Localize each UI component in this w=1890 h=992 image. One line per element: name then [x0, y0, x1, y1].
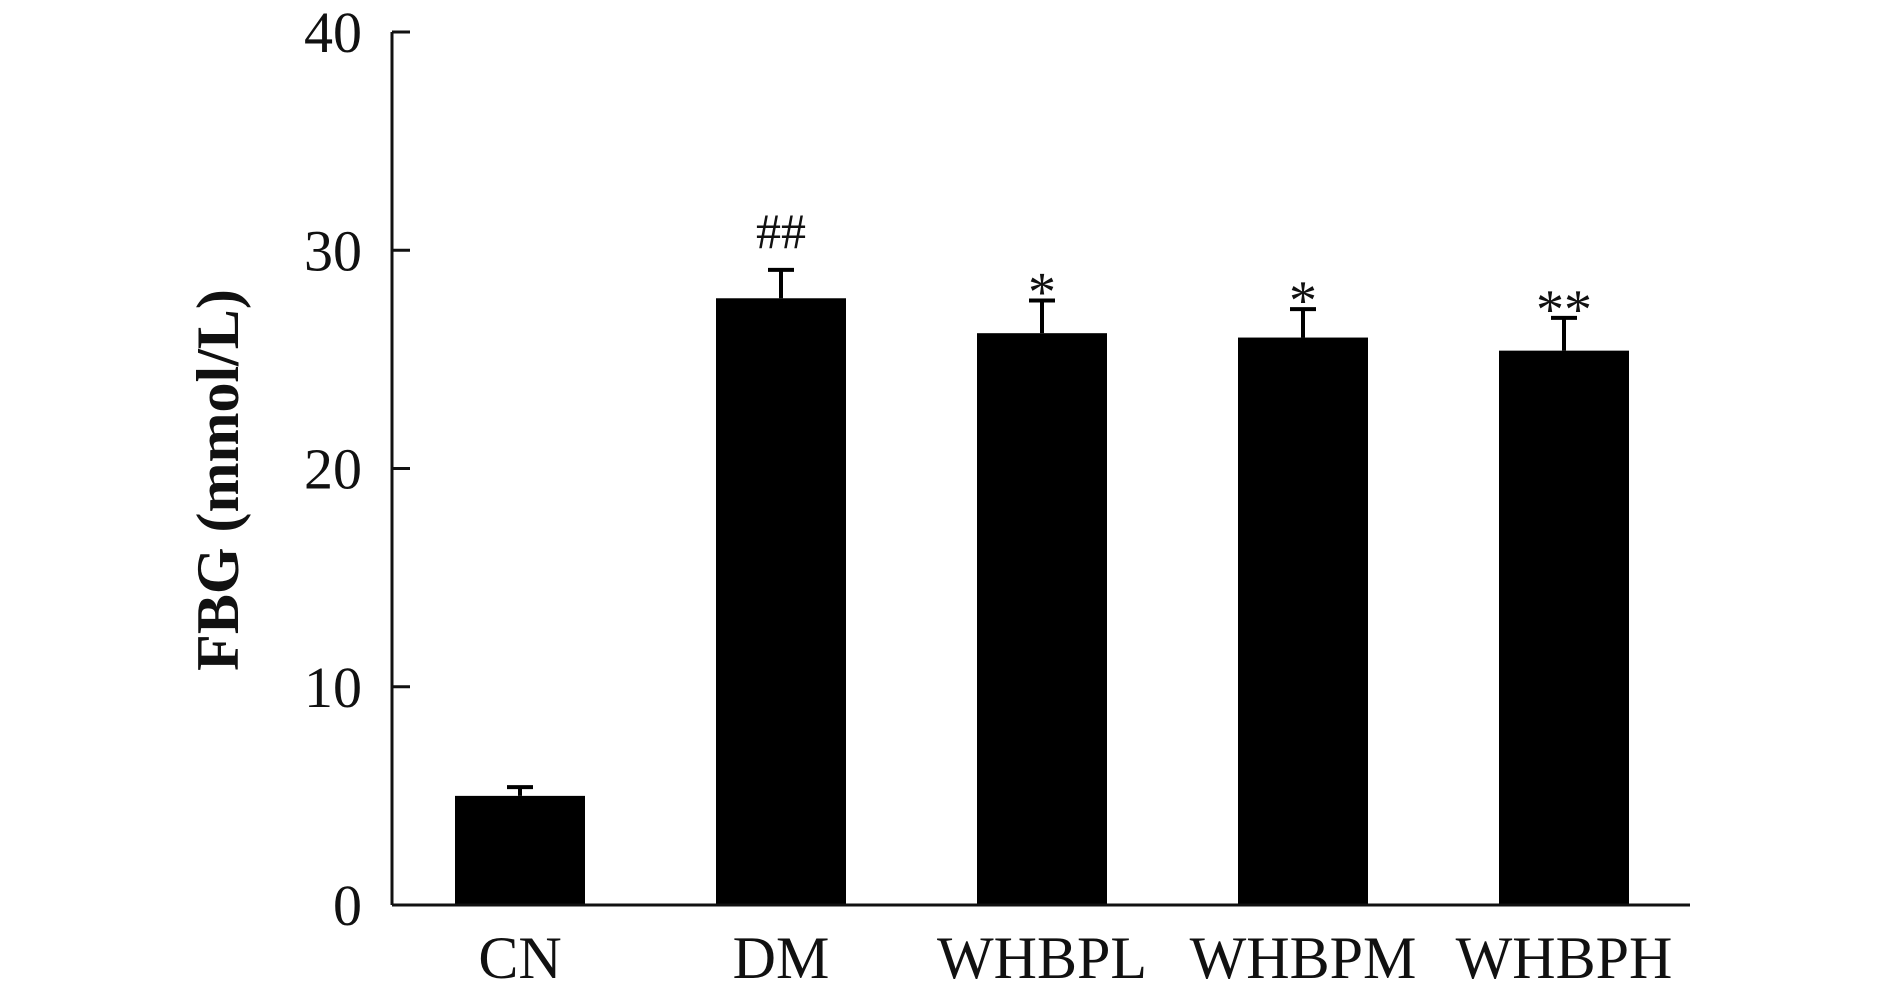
error-bars [507, 267, 1577, 796]
y-axis-ticks: 0 10 20 30 40 [304, 0, 410, 938]
significance-annotation: ** [1536, 279, 1592, 341]
significance-annotations: ##* * ** [756, 203, 1592, 341]
category-label: WHBPH [1456, 925, 1673, 991]
category-label: DM [733, 925, 830, 991]
bar [716, 298, 846, 905]
category-label: WHBPL [937, 925, 1147, 991]
y-tick-label: 20 [304, 437, 362, 502]
category-label: WHBPM [1190, 925, 1417, 991]
y-tick-label: 30 [304, 218, 362, 283]
significance-annotation: * [1028, 261, 1056, 323]
x-axis-categories: CN DM WHBPL WHBPM WHBPH [478, 925, 1672, 991]
y-tick-label: 40 [304, 0, 362, 65]
bar [1238, 337, 1368, 905]
bar [455, 795, 585, 905]
significance-annotation: ## [756, 203, 806, 259]
significance-annotation: * [1289, 270, 1317, 332]
bar [1499, 350, 1629, 905]
y-tick-label: 0 [333, 873, 362, 938]
y-axis-title: FBG (mmol/L) [185, 289, 251, 671]
category-label: CN [478, 925, 561, 991]
bar [977, 333, 1107, 905]
y-tick-label: 10 [304, 655, 362, 720]
bars [455, 298, 1629, 905]
